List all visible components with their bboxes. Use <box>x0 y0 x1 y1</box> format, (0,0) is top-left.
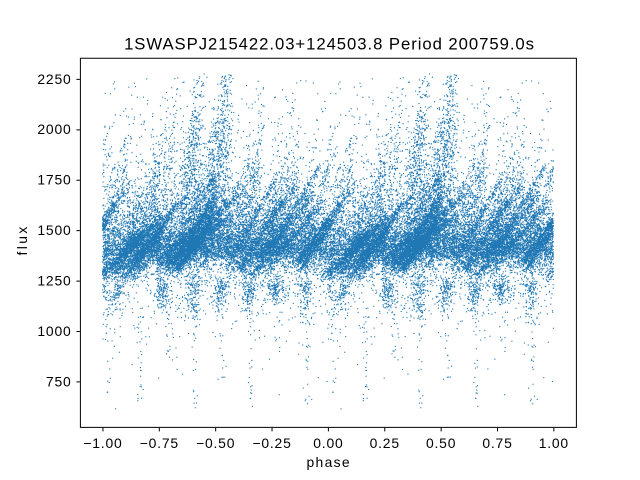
svg-text:flux: flux <box>14 224 30 255</box>
svg-text:phase: phase <box>307 454 351 470</box>
svg-text:−0.25: −0.25 <box>252 435 291 451</box>
svg-text:2250: 2250 <box>37 71 71 87</box>
svg-text:750: 750 <box>46 373 72 389</box>
svg-text:1000: 1000 <box>37 323 71 339</box>
svg-text:0.00: 0.00 <box>313 435 343 451</box>
svg-text:0.75: 0.75 <box>482 435 512 451</box>
svg-text:1250: 1250 <box>37 272 71 288</box>
svg-text:1750: 1750 <box>37 172 71 188</box>
svg-text:−0.50: −0.50 <box>196 435 235 451</box>
svg-text:1.00: 1.00 <box>539 435 569 451</box>
svg-text:−0.75: −0.75 <box>140 435 179 451</box>
svg-text:1500: 1500 <box>37 222 71 238</box>
svg-text:1SWASPJ215422.03+124503.8 Peri: 1SWASPJ215422.03+124503.8 Period 200759.… <box>124 34 535 53</box>
svg-text:−1.00: −1.00 <box>83 435 122 451</box>
svg-text:2000: 2000 <box>37 121 71 137</box>
svg-text:0.25: 0.25 <box>370 435 400 451</box>
svg-text:0.50: 0.50 <box>426 435 456 451</box>
